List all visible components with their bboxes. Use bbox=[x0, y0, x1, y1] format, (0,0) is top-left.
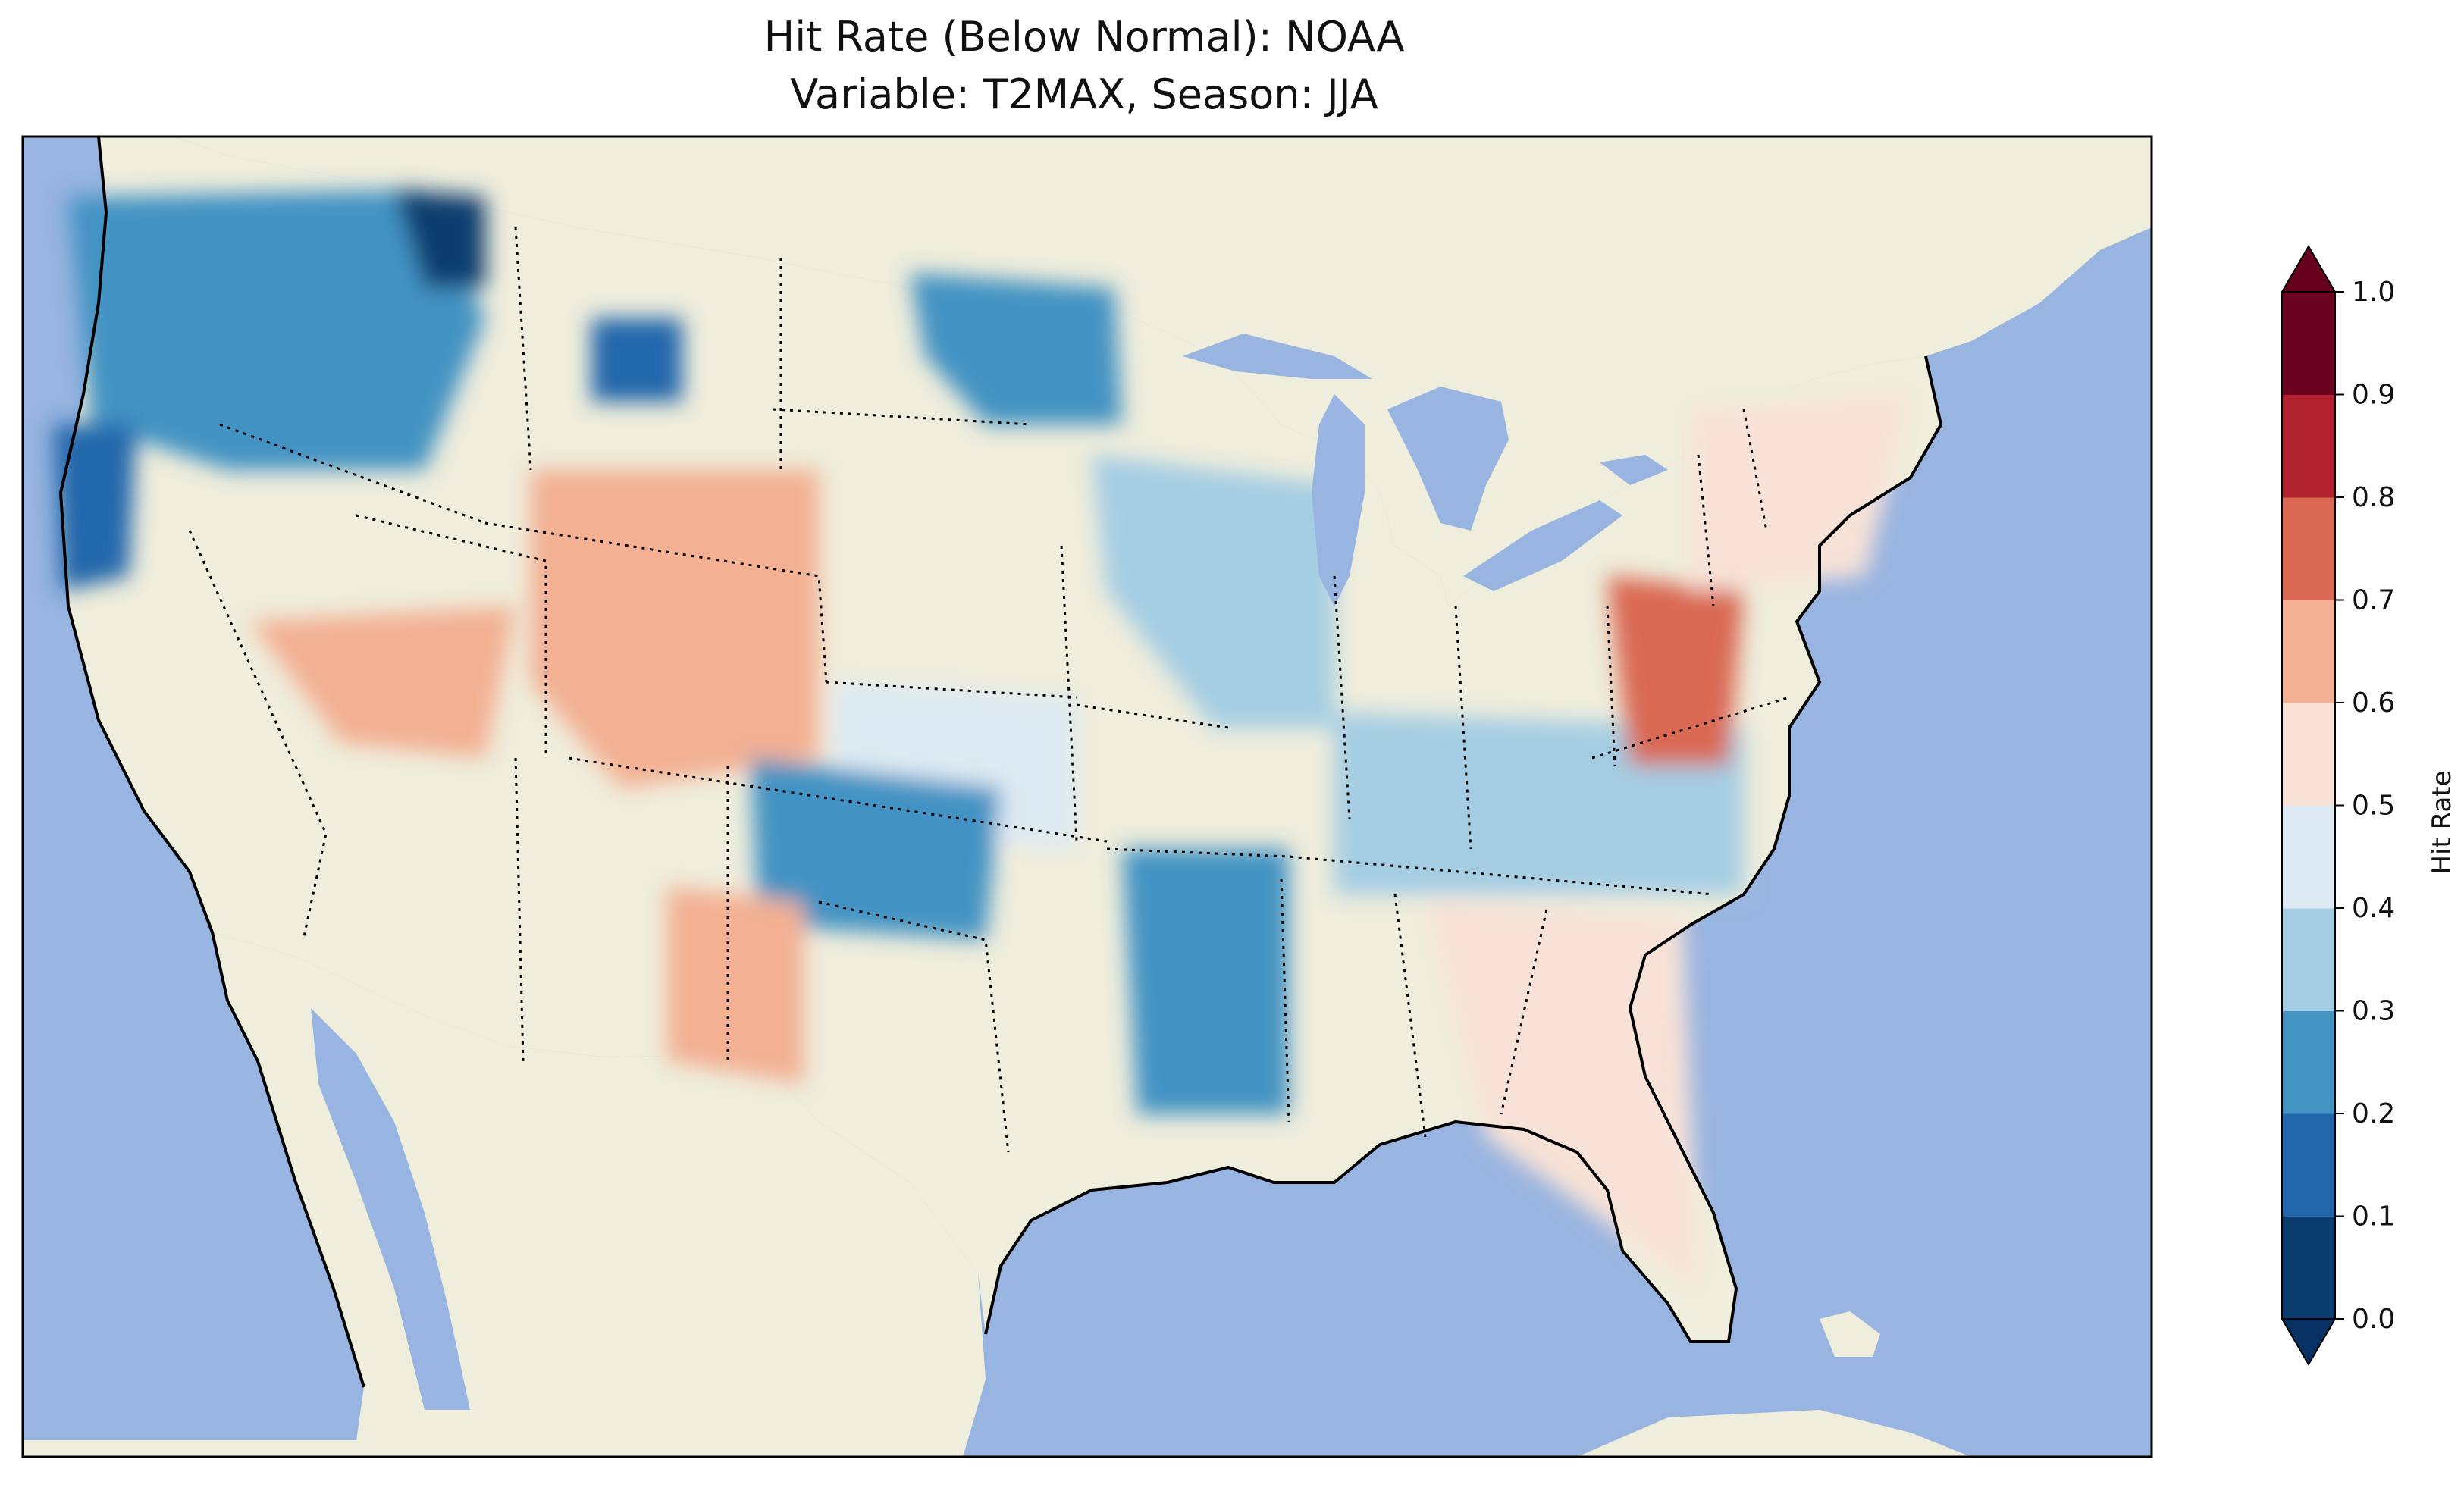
region-oklahoma-north-texas bbox=[751, 758, 1001, 940]
region-north-dakota-minnesota bbox=[910, 273, 1122, 424]
region-virginia-maryland bbox=[1607, 576, 1744, 766]
coastline bbox=[58, 136, 1943, 1388]
state-border-17 bbox=[1500, 909, 1548, 1115]
region-northern-california-coast bbox=[53, 424, 136, 591]
state-border-12 bbox=[1333, 575, 1351, 819]
region-northeast bbox=[1691, 394, 1911, 591]
state-border-0 bbox=[219, 423, 486, 525]
state-border-22 bbox=[514, 757, 525, 1062]
state-border-2 bbox=[514, 227, 532, 471]
state-border-1 bbox=[484, 521, 828, 683]
region-southeast-florida bbox=[1425, 902, 1698, 1289]
state-border-11 bbox=[1106, 847, 1714, 896]
chart-title-line-2: Variable: T2MAX, Season: JJA bbox=[790, 70, 1378, 118]
state-border-5 bbox=[826, 681, 1077, 699]
state-border-18 bbox=[1591, 696, 1790, 760]
state-border-19 bbox=[1697, 454, 1715, 607]
state-borders bbox=[188, 227, 1790, 1153]
state-border-13 bbox=[1454, 606, 1472, 850]
state-border-15 bbox=[1280, 879, 1290, 1123]
chart-title-line-1: Hit Rate (Below Normal): NOAA bbox=[763, 13, 1405, 61]
state-border-20 bbox=[1742, 409, 1768, 531]
state-border-8 bbox=[188, 530, 328, 941]
region-northern-idaho bbox=[394, 189, 485, 288]
state-border-7 bbox=[356, 514, 547, 758]
state-border-4 bbox=[773, 408, 1032, 426]
map-frame bbox=[21, 135, 2153, 1458]
great-lakes bbox=[1183, 334, 1668, 606]
region-wyoming-utah-colorado bbox=[531, 470, 819, 788]
cuba-island bbox=[1820, 1311, 1880, 1357]
canada-land bbox=[174, 136, 2152, 606]
region-pacific-northwest bbox=[68, 189, 485, 470]
gulf-of-california bbox=[311, 1008, 470, 1410]
region-eastern-new-mexico bbox=[667, 887, 804, 1084]
hit-rate-field bbox=[53, 189, 1911, 1289]
state-border-14 bbox=[1606, 606, 1616, 766]
state-border-10 bbox=[1076, 703, 1229, 729]
region-iowa-illinois bbox=[1092, 455, 1334, 728]
region-arkansas-louisiana bbox=[1122, 849, 1289, 1114]
region-nevada bbox=[250, 606, 516, 758]
yucatan-land bbox=[1577, 1410, 1971, 1457]
region-central-montana bbox=[591, 318, 682, 402]
